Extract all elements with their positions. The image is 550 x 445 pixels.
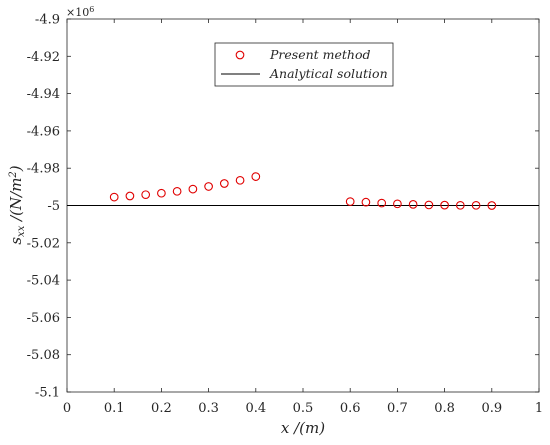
present-method-point: [393, 199, 402, 209]
x-axis-ticks: 0 0.1 0.2 0.3 0.4 0.5 0.6 0.7 0.8 0.9 1: [63, 19, 543, 416]
present-method-point: [251, 172, 261, 181]
x-tick-label: 0.1: [104, 401, 125, 416]
x-tick-label: 0: [63, 401, 71, 416]
x-tick-label: 0.2: [151, 401, 172, 416]
series-layer: [67, 172, 539, 210]
present-method-point: [219, 179, 229, 188]
legend-label-analytical-solution: Analytical solution: [269, 66, 388, 81]
x-tick-label: 0.3: [198, 401, 219, 416]
y-tick-label: -4.9: [35, 13, 60, 28]
present-method-point: [125, 191, 135, 201]
y-axis-exponent-label: ×106: [66, 5, 94, 19]
present-method-point: [440, 200, 449, 210]
y-tick-label: -5.04: [27, 274, 60, 289]
x-axis-label: x /(m): [281, 419, 325, 437]
present-method-point: [424, 200, 434, 210]
legend: Present method Analytical solution: [214, 42, 394, 87]
present-method-point: [157, 188, 166, 198]
y-tick-label: -4.94: [27, 87, 60, 102]
present-method-point: [172, 186, 182, 196]
x-tick-label: 1: [535, 401, 543, 416]
x-tick-label: 0.5: [293, 401, 314, 416]
y-axis-ticks: -4.9 -4.92 -4.94 -4.96 -4.98 -5 -5.02 -5.04 -5.0…: [27, 13, 539, 401]
y-tick-label: -5.1: [35, 386, 60, 401]
present-method-point: [141, 190, 151, 200]
legend-box: [214, 42, 394, 87]
present-method-point: [109, 192, 119, 202]
y-tick-label: -5.02: [27, 236, 60, 251]
x-tick-label: 0.6: [340, 401, 361, 416]
y-tick-label: -5.06: [27, 311, 60, 326]
x-tick-label: 0.7: [387, 401, 408, 416]
x-tick-label: 0.4: [245, 401, 266, 416]
present-method-point: [235, 175, 245, 185]
present-method-point: [408, 200, 418, 209]
present-method-point: [455, 200, 465, 210]
present-method-point: [377, 198, 387, 208]
present-method-point: [204, 182, 213, 191]
present-method-point: [471, 200, 481, 210]
y-axis-label: sxx /(N/m2): [7, 165, 27, 244]
x-tick-label: 0.9: [481, 401, 502, 416]
y-tick-label: -5.08: [27, 348, 60, 363]
present-method-point: [345, 197, 355, 206]
y-tick-label: -4.96: [27, 124, 60, 139]
y-tick-label: -4.92: [27, 50, 60, 65]
present-method-point: [361, 197, 371, 207]
legend-label-present-method: Present method: [269, 47, 371, 62]
y-tick-label: -4.98: [27, 162, 60, 177]
present-method-point: [188, 184, 198, 194]
x-tick-label: 0.8: [434, 401, 455, 416]
y-tick-label: -5: [47, 199, 60, 214]
present-method-point: [487, 201, 497, 210]
legend-marker-present-method: [235, 50, 245, 60]
